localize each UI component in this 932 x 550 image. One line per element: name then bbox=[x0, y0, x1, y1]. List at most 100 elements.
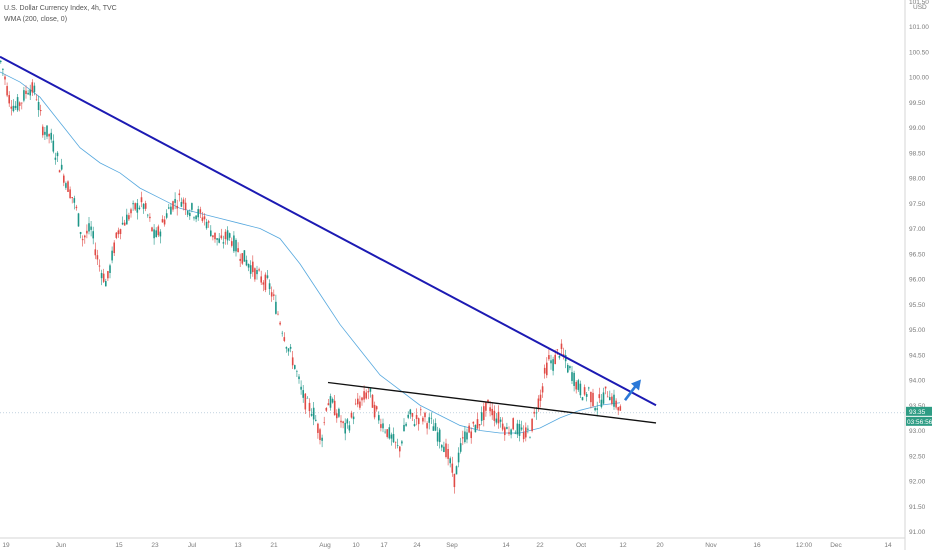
candle-body bbox=[207, 221, 210, 223]
candle-body bbox=[170, 206, 172, 215]
candle-body bbox=[333, 400, 336, 416]
candle-body bbox=[35, 99, 38, 101]
candle-body bbox=[252, 261, 254, 273]
countdown-value: 03:56:56 bbox=[907, 419, 932, 426]
price-tick-label: 97.00 bbox=[909, 226, 926, 233]
candle-body bbox=[445, 443, 447, 458]
candle-body bbox=[478, 424, 481, 426]
price-tick-label: 98.00 bbox=[909, 176, 926, 183]
candle-body bbox=[224, 231, 227, 240]
time-tick-label: 13 bbox=[234, 542, 242, 549]
candle-body bbox=[371, 394, 374, 408]
candle-body bbox=[344, 422, 346, 434]
candle-body bbox=[474, 425, 477, 433]
time-tick-label: 16 bbox=[753, 542, 761, 549]
candle-body bbox=[65, 183, 67, 188]
candle-body bbox=[554, 354, 556, 365]
candle-body bbox=[369, 388, 372, 392]
candle-body bbox=[392, 434, 395, 443]
price-tick-label: 93.50 bbox=[909, 403, 926, 410]
candle-body bbox=[336, 413, 338, 419]
candle-body bbox=[312, 407, 315, 420]
candle-body bbox=[285, 347, 288, 349]
candle-body bbox=[365, 392, 367, 399]
candle-body bbox=[606, 396, 609, 398]
candle-body bbox=[159, 231, 162, 237]
candle-body bbox=[14, 105, 17, 109]
candle-body bbox=[585, 394, 588, 397]
symbol-label[interactable]: U.S. Dollar Currency Index, 4h, TVC bbox=[4, 5, 117, 12]
upper-trendline bbox=[0, 55, 657, 407]
time-tick-label: 15 bbox=[115, 542, 123, 549]
price-tick-label: 101.50 bbox=[909, 0, 929, 6]
candle-body bbox=[44, 131, 46, 135]
candle-body bbox=[539, 394, 542, 401]
candle-body bbox=[573, 372, 575, 386]
candle-body bbox=[567, 364, 569, 373]
candle-body bbox=[302, 390, 304, 398]
candle-body bbox=[50, 132, 52, 140]
candle-body bbox=[548, 355, 550, 360]
candle-body bbox=[480, 412, 483, 421]
candle-body bbox=[58, 170, 61, 173]
candle-body bbox=[453, 473, 456, 488]
time-tick-label: Oct bbox=[576, 542, 586, 549]
candle-body bbox=[304, 393, 307, 410]
candle-body bbox=[405, 423, 407, 426]
candle-body bbox=[191, 203, 193, 210]
candle-body bbox=[270, 292, 273, 297]
candle-body bbox=[489, 407, 491, 412]
candle-body bbox=[619, 406, 622, 411]
candle-body bbox=[222, 242, 225, 244]
time-tick-label: Nov bbox=[705, 542, 717, 549]
candle-body bbox=[94, 249, 97, 256]
candle-body bbox=[16, 97, 19, 111]
candle-body bbox=[338, 408, 340, 417]
indicator-label[interactable]: WMA (200, close, 0) bbox=[4, 16, 68, 23]
candle-body bbox=[218, 238, 220, 243]
price-tag bbox=[906, 406, 932, 416]
candle-body bbox=[386, 429, 388, 437]
candle-body bbox=[558, 355, 561, 358]
candle-body bbox=[432, 426, 435, 431]
candle-body bbox=[46, 125, 48, 137]
candle-body bbox=[363, 391, 365, 400]
candle-body bbox=[195, 215, 197, 220]
candle-body bbox=[352, 416, 355, 420]
candle-body bbox=[581, 397, 584, 401]
price-tick-label: 96.00 bbox=[909, 277, 926, 284]
candle-body bbox=[149, 216, 151, 219]
candle-body bbox=[550, 360, 552, 364]
candle-body bbox=[506, 427, 508, 429]
candle-body bbox=[151, 227, 153, 232]
candle-body bbox=[510, 429, 512, 435]
time-tick-label: 14 bbox=[884, 542, 892, 549]
candle-body bbox=[609, 397, 611, 401]
candle-body bbox=[464, 431, 466, 443]
candle-body bbox=[535, 412, 538, 414]
candle-body bbox=[552, 359, 554, 371]
candle-body bbox=[142, 203, 145, 209]
candle-body bbox=[487, 399, 489, 403]
candle-body bbox=[438, 429, 441, 443]
candle-body bbox=[42, 126, 44, 136]
candle-body bbox=[27, 92, 29, 95]
candle-body bbox=[531, 418, 533, 432]
time-tick-label: 12:00 bbox=[796, 542, 813, 549]
candle-body bbox=[317, 423, 319, 433]
candle-body bbox=[375, 406, 378, 410]
candle-body bbox=[449, 458, 451, 464]
candle-body bbox=[382, 423, 384, 429]
candle-body bbox=[485, 402, 487, 411]
time-tick-label: Sep bbox=[446, 542, 458, 549]
price-tag-value: 93.35 bbox=[909, 409, 926, 416]
candle-body bbox=[199, 209, 202, 213]
candle-body bbox=[443, 446, 445, 453]
candle-body bbox=[273, 294, 275, 296]
time-tick-label: 17 bbox=[380, 542, 388, 549]
candle-body bbox=[189, 212, 191, 217]
candle-body bbox=[69, 189, 71, 199]
candle-body bbox=[380, 424, 382, 428]
candle-body bbox=[268, 283, 271, 290]
